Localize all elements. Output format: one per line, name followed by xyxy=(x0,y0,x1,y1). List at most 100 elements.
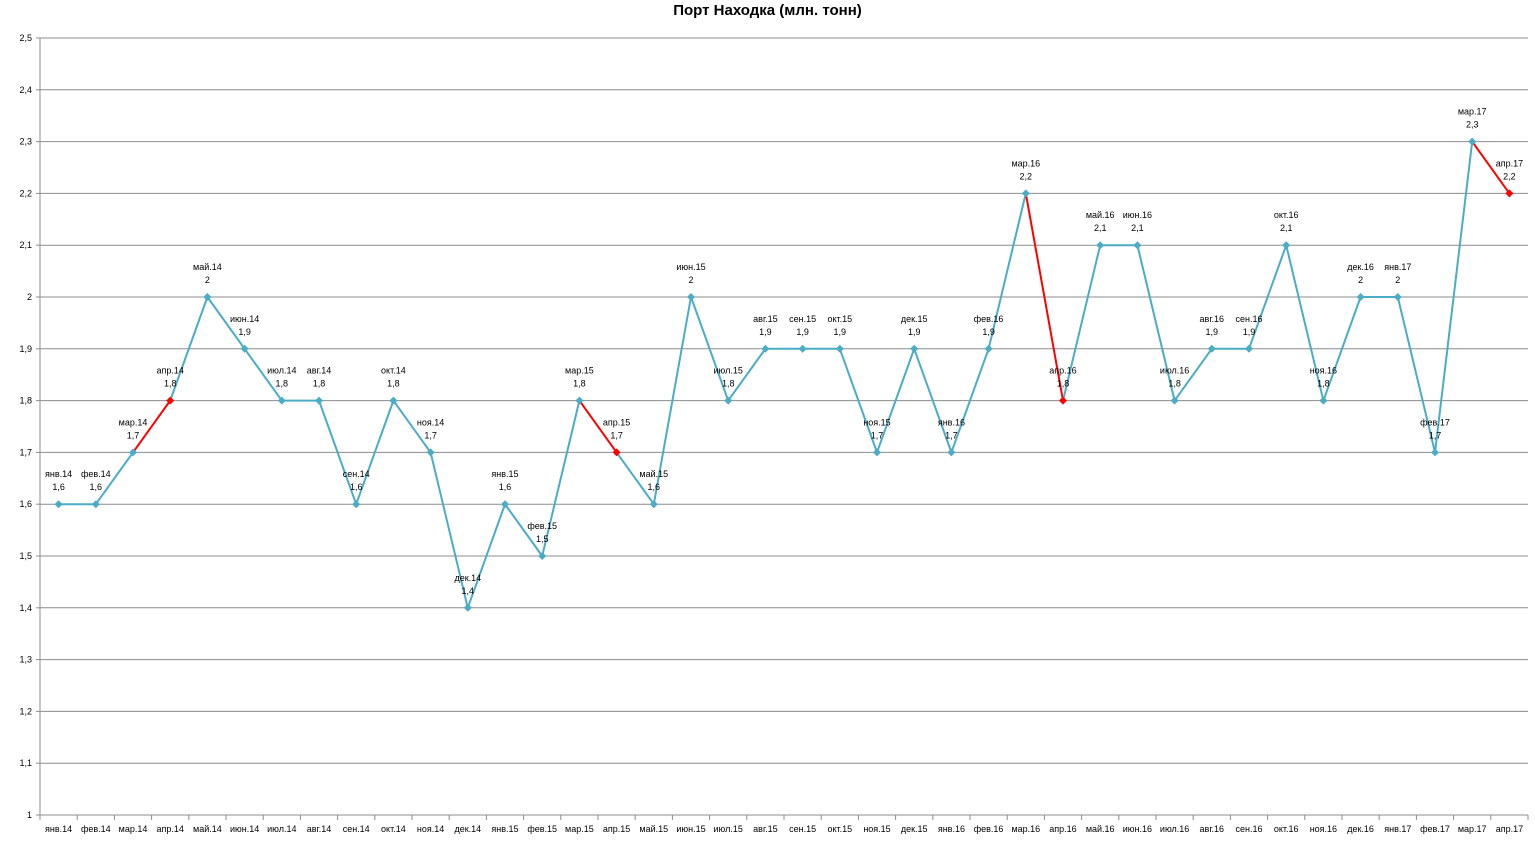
data-label-category: июл.15 xyxy=(714,366,743,376)
data-point xyxy=(724,396,733,405)
x-tick-label: авг.16 xyxy=(1200,824,1224,834)
x-tick-label: фев.14 xyxy=(81,824,111,834)
data-label-category: май.15 xyxy=(639,469,668,479)
data-label-category: мар.15 xyxy=(565,366,594,376)
y-tick-label: 2,1 xyxy=(19,240,32,250)
data-label-category: фев.14 xyxy=(81,469,111,479)
series-segment xyxy=(1062,244,1102,402)
data-label-value: 2 xyxy=(205,275,210,285)
data-point xyxy=(1059,396,1067,405)
x-tick-label: сен.14 xyxy=(343,824,370,834)
data-label-value: 1,6 xyxy=(648,482,661,492)
x-tick-label: дек.15 xyxy=(901,824,928,834)
x-tick-label: мар.16 xyxy=(1011,824,1040,834)
series-segment xyxy=(1434,140,1474,454)
data-label-category: сен.14 xyxy=(343,469,370,479)
data-label-category: дек.15 xyxy=(901,314,928,324)
data-point xyxy=(1021,189,1030,198)
series-segment xyxy=(541,399,581,557)
series-segment xyxy=(206,296,246,350)
data-point xyxy=(54,500,63,509)
data-label-value: 1,6 xyxy=(90,482,103,492)
series-segment xyxy=(1136,244,1176,402)
series-segment-highlight xyxy=(1024,192,1064,402)
x-tick-label: янв.16 xyxy=(938,824,965,834)
y-tick-label: 2 xyxy=(27,292,32,302)
x-tick-label: фев.17 xyxy=(1420,824,1450,834)
data-label-category: апр.16 xyxy=(1049,366,1076,376)
y-tick-label: 1,9 xyxy=(19,344,32,354)
data-point xyxy=(501,500,509,509)
x-tick-label: дек.14 xyxy=(454,824,481,834)
data-label-category: окт.15 xyxy=(827,314,852,324)
x-tick-label: фев.16 xyxy=(974,824,1004,834)
x-tick-label: окт.15 xyxy=(827,824,852,834)
series-segment xyxy=(429,451,469,609)
data-point xyxy=(649,500,658,509)
data-label-value: 1,8 xyxy=(164,379,177,389)
data-label-category: апр.17 xyxy=(1496,158,1523,168)
data-point xyxy=(538,552,547,560)
y-tick-label: 2,4 xyxy=(19,85,32,95)
chart-title: Порт Находка (млн. тонн) xyxy=(673,2,862,19)
x-tick-label: апр.14 xyxy=(156,824,183,834)
data-label-value: 1,9 xyxy=(908,327,921,337)
y-tick-label: 1,8 xyxy=(19,396,32,406)
x-tick-label: май.15 xyxy=(639,824,668,834)
x-tick-label: мар.14 xyxy=(119,824,148,834)
data-label-value: 1,8 xyxy=(387,379,400,389)
y-tick-label: 1,6 xyxy=(19,499,32,509)
data-point xyxy=(1505,189,1514,198)
gridlines xyxy=(40,37,1528,764)
x-tick-label: фев.15 xyxy=(527,824,557,834)
data-label-value: 1,9 xyxy=(796,327,809,337)
data-point xyxy=(1393,293,1402,301)
x-tick-label: мар.17 xyxy=(1458,824,1487,834)
data-point xyxy=(947,448,956,457)
data-label-value: 1,7 xyxy=(1429,430,1442,440)
data-label-value: 1,8 xyxy=(313,379,326,389)
data-point xyxy=(984,344,993,353)
data-label-category: авг.15 xyxy=(753,314,777,324)
x-tick-label: май.14 xyxy=(193,824,222,834)
data-label-value: 1,9 xyxy=(834,327,847,337)
y-tick-label: 1,3 xyxy=(19,655,32,665)
x-tick-label: янв.17 xyxy=(1384,824,1411,834)
data-label-value: 1,7 xyxy=(424,430,437,440)
data-point xyxy=(1319,396,1328,405)
y-tick-label: 1,7 xyxy=(19,447,32,457)
data-label-value: 1,9 xyxy=(982,327,995,337)
series-segment xyxy=(94,451,134,506)
data-label-category: сен.16 xyxy=(1236,314,1263,324)
data-label-category: сен.15 xyxy=(789,314,816,324)
series-segment xyxy=(727,347,767,402)
series-segment xyxy=(950,347,990,454)
data-label-category: май.16 xyxy=(1086,210,1115,220)
data-label-value: 1,9 xyxy=(759,327,772,337)
x-tick-label: июн.15 xyxy=(676,824,705,834)
data-label-category: мар.16 xyxy=(1011,158,1040,168)
data-label-value: 1,8 xyxy=(573,379,586,389)
data-point xyxy=(1468,137,1477,146)
x-tick-label: июн.16 xyxy=(1123,824,1152,834)
data-point xyxy=(389,396,398,405)
data-label-category: ноя.15 xyxy=(863,417,890,427)
series-segment xyxy=(392,399,432,454)
data-label-category: июн.15 xyxy=(676,262,705,272)
data-point xyxy=(687,293,695,301)
data-label-category: май.14 xyxy=(193,262,222,272)
data-label-value: 2,2 xyxy=(1503,171,1516,181)
series-segment xyxy=(169,296,209,402)
data-label-category: фев.15 xyxy=(527,521,557,531)
y-tick-label: 2,3 xyxy=(19,137,32,147)
data-label-value: 1,7 xyxy=(871,430,884,440)
data-label-value: 1,7 xyxy=(610,430,623,440)
data-point xyxy=(1282,241,1291,250)
data-point xyxy=(315,396,323,405)
series-segment xyxy=(355,399,395,506)
x-tick-label: мар.15 xyxy=(565,824,594,834)
x-tick-label: июн.14 xyxy=(230,824,259,834)
data-point xyxy=(91,500,100,509)
data-label-category: окт.14 xyxy=(381,366,406,376)
data-label-category: янв.15 xyxy=(491,469,518,479)
